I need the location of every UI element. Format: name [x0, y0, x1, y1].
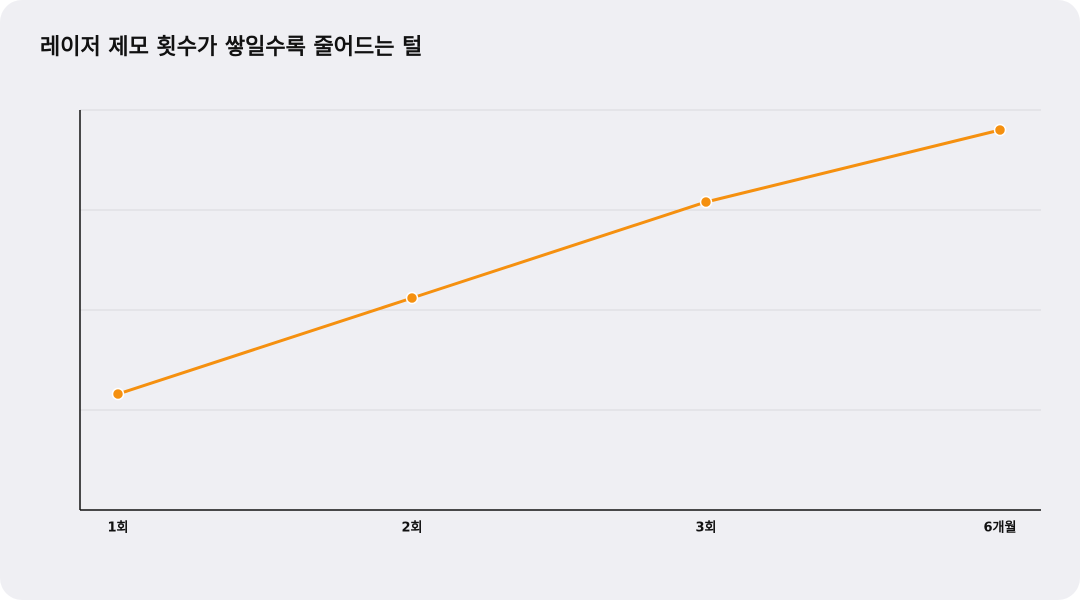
- point: [405, 291, 419, 305]
- chart-title: 레이저 제모 횟수가 쌓일수록 줄어드는 털: [40, 35, 422, 60]
- point: [111, 387, 125, 401]
- x-tick-label: 3회: [695, 520, 716, 536]
- x-tick-label: 2회: [401, 520, 422, 536]
- x-tick-label: 6개월: [984, 520, 1017, 536]
- point: [993, 123, 1007, 137]
- x-tick-label: 1회: [107, 520, 128, 536]
- line: [117, 128, 1001, 396]
- point: [699, 195, 713, 209]
